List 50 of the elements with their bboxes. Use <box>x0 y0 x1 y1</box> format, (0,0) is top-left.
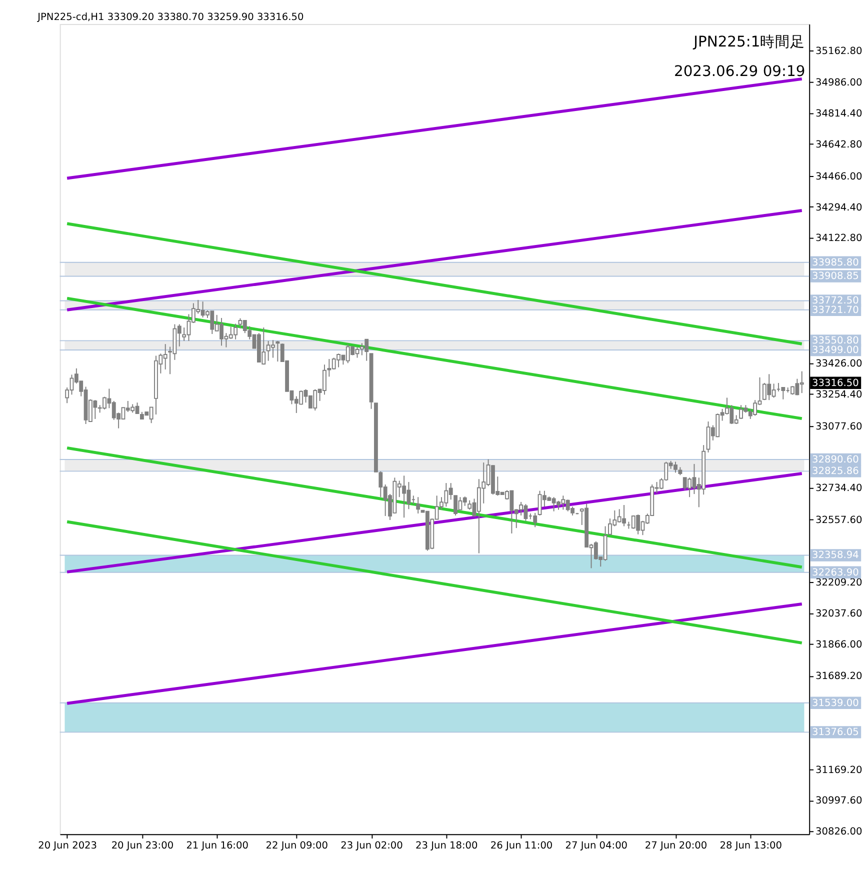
annotation: 2023.06.29 09:19 <box>674 62 806 80</box>
y-tick-label: 34642.80 <box>815 140 862 151</box>
chart-title: JPN225-cd,H1 33309.20 33380.70 33259.90 33316.50 <box>36 12 304 24</box>
y-tick-label: 35162.80 <box>815 46 862 57</box>
x-tick-label: 23 Jun 02:00 <box>340 840 403 852</box>
candlestick <box>781 386 786 400</box>
candlestick <box>416 496 420 514</box>
y-tick-label: 32557.60 <box>815 514 862 526</box>
y-tick-label: 34122.80 <box>815 233 862 244</box>
candlestick <box>533 512 538 528</box>
x-tick-label: 28 Jun 13:00 <box>720 840 782 852</box>
ref-line-label: 32890.60 <box>812 454 859 466</box>
ref-line-label: 32263.90 <box>812 567 859 578</box>
y-tick-label: 34986.00 <box>815 78 862 89</box>
x-tick-label: 26 Jun 11:00 <box>490 840 553 852</box>
y-tick-label: 32209.20 <box>815 578 862 589</box>
x-tick-label: 27 Jun 04:00 <box>565 840 628 852</box>
ref-line-label: 33908.85 <box>812 271 859 282</box>
ref-line-label: 33721.70 <box>812 304 859 316</box>
y-tick-label: 31689.20 <box>815 671 862 682</box>
y-tick-label: 34294.40 <box>815 202 862 214</box>
y-tick-label: 34814.40 <box>815 108 862 120</box>
y-tick-label: 32037.60 <box>815 608 862 620</box>
ref-line-label: 33772.50 <box>812 296 859 307</box>
y-tick-label: 30997.60 <box>815 796 862 807</box>
y-tick-label: 32734.40 <box>815 483 862 494</box>
x-tick-label: 27 Jun 20:00 <box>644 840 708 852</box>
ref-line-label: 32825.86 <box>812 466 859 478</box>
ref-line-label: 33985.80 <box>812 257 859 268</box>
y-tick-label: 31866.00 <box>815 639 862 650</box>
candlestick <box>462 496 467 506</box>
ref-line-label: 31376.05 <box>812 727 859 738</box>
candlestick <box>276 340 280 362</box>
y-tick-label: 30826.00 <box>815 826 862 838</box>
x-tick-label: 21 Jun 16:00 <box>186 840 248 852</box>
y-tick-label: 33077.60 <box>815 421 862 432</box>
y-tick-label: 31169.20 <box>815 764 862 776</box>
y-tick-label: 33254.40 <box>815 389 862 400</box>
ref-line-label: 31539.00 <box>812 698 859 709</box>
x-tick-label: 20 Jun 23:00 <box>111 840 174 852</box>
x-tick-label: 23 Jun 18:00 <box>416 840 478 852</box>
ref-line-label: 32358.94 <box>812 550 859 562</box>
x-tick-label: 20 Jun 2023 <box>38 840 98 852</box>
ref-line-label: 33499.00 <box>812 344 859 356</box>
x-tick-label: 22 Jun 09:00 <box>266 840 328 852</box>
y-tick-label: 33426.00 <box>815 358 862 370</box>
text: 33316.50 <box>812 378 859 389</box>
annotation: JPN225:1時間足 <box>692 34 806 51</box>
y-tick-label: 34466.00 <box>815 171 862 182</box>
ref-line-label: 33550.80 <box>812 336 859 347</box>
